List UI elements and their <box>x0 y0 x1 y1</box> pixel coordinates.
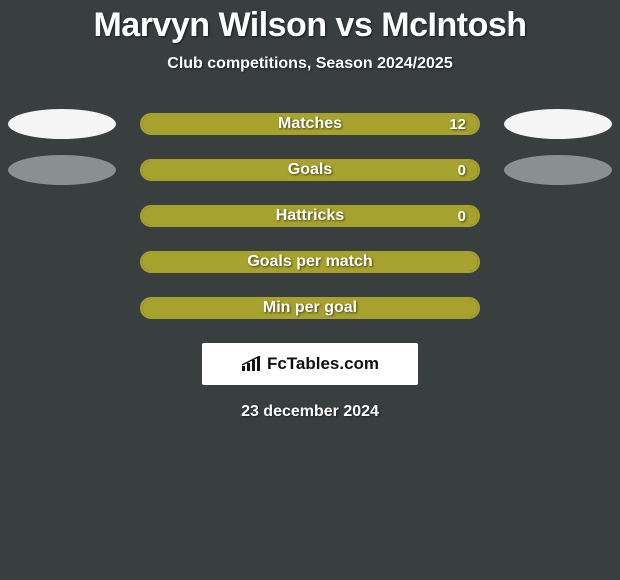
comparison-infographic: Marvyn Wilson vs McIntosh Club competiti… <box>0 0 620 421</box>
page-subtitle: Club competitions, Season 2024/2025 <box>0 55 620 73</box>
page-title: Marvyn Wilson vs McIntosh <box>0 6 620 45</box>
stat-label: Goals <box>142 161 478 179</box>
left-oval <box>8 155 116 185</box>
stat-label: Min per goal <box>142 299 478 317</box>
stat-row: Goals per match <box>0 251 620 273</box>
stat-row: Hattricks0 <box>0 205 620 227</box>
stat-value: 12 <box>449 115 466 133</box>
stat-row: Min per goal <box>0 297 620 319</box>
logo-label: FcTables.com <box>267 354 379 374</box>
stat-bar: Goals0 <box>140 159 480 181</box>
logo-text: FcTables.com <box>241 354 379 374</box>
chart-icon <box>241 356 263 372</box>
stat-row: Matches12 <box>0 113 620 135</box>
stat-bar: Matches12 <box>140 113 480 135</box>
stat-label: Goals per match <box>142 253 478 271</box>
date-text: 23 december 2024 <box>0 403 620 421</box>
stat-row: Goals0 <box>0 159 620 181</box>
stat-value: 0 <box>458 207 466 225</box>
stat-bar: Goals per match <box>140 251 480 273</box>
right-oval <box>504 109 612 139</box>
stat-bar: Min per goal <box>140 297 480 319</box>
stat-rows: Matches12Goals0Hattricks0Goals per match… <box>0 113 620 319</box>
source-logo: FcTables.com <box>202 343 418 385</box>
stat-label: Hattricks <box>142 207 478 225</box>
stat-label: Matches <box>142 115 478 133</box>
right-oval <box>504 155 612 185</box>
stat-bar: Hattricks0 <box>140 205 480 227</box>
left-oval <box>8 109 116 139</box>
stat-value: 0 <box>458 161 466 179</box>
